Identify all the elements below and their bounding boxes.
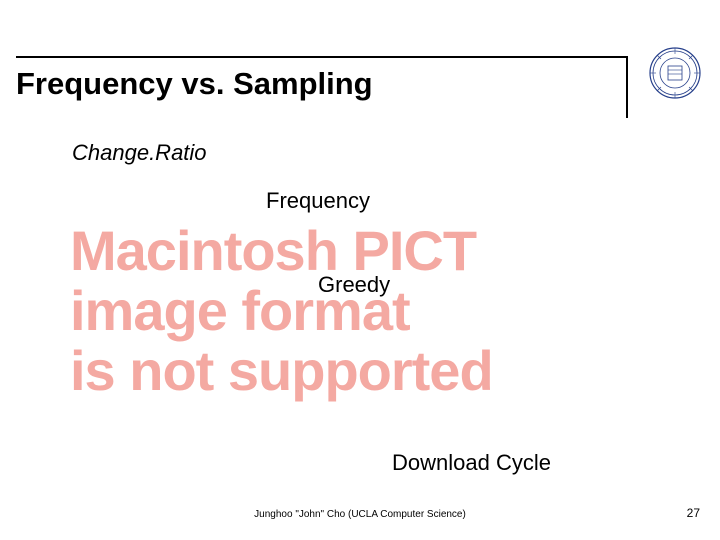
slide: Frequency vs. Sampling Change.Ratio Freq… <box>0 0 720 540</box>
frequency-label: Frequency <box>266 188 370 214</box>
greedy-label: Greedy <box>318 272 390 298</box>
institution-seal-icon <box>648 46 702 100</box>
download-cycle-label: Download Cycle <box>392 450 551 476</box>
title-rule: Frequency vs. Sampling <box>16 56 628 118</box>
change-ratio-label: Change.Ratio <box>72 140 207 166</box>
footer-author: Junghoo "John" Cho (UCLA Computer Scienc… <box>0 509 720 520</box>
slide-title: Frequency vs. Sampling <box>16 66 373 102</box>
pict-error-line3: is not supported <box>70 342 650 401</box>
slide-number: 27 <box>687 506 700 520</box>
